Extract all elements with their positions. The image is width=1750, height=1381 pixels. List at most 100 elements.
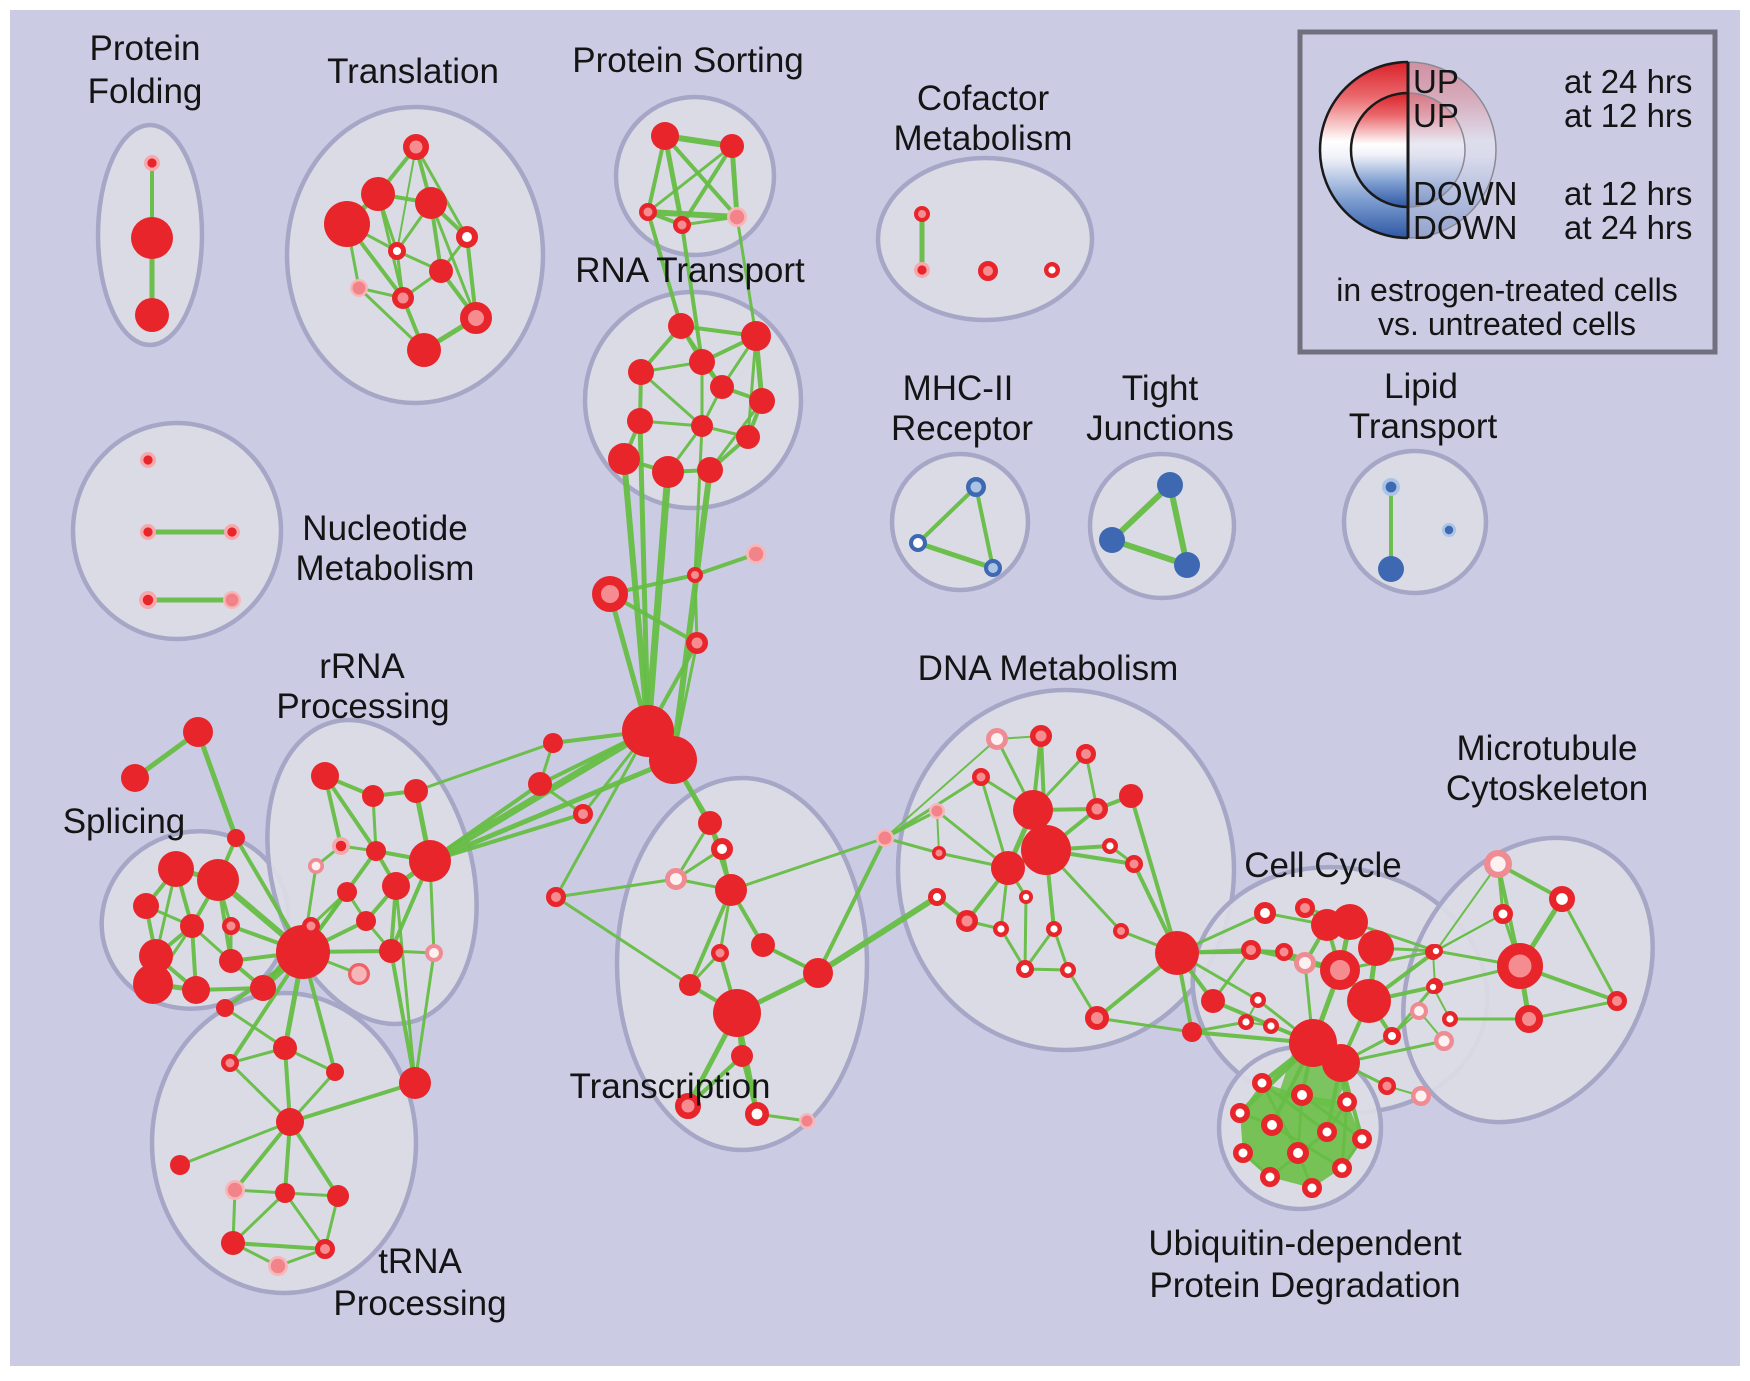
gene-node-rrna-2[interactable] <box>362 785 384 807</box>
gene-node-translation-3[interactable] <box>415 187 447 219</box>
gene-node-rrna-7[interactable] <box>409 840 451 882</box>
gene-node-sorting-4[interactable] <box>727 206 748 227</box>
gene-node-dna-21[interactable] <box>1155 931 1199 975</box>
gene-node-dna-3[interactable] <box>972 768 990 786</box>
gene-node-splicing-6[interactable] <box>219 949 243 973</box>
gene-node-translation-10[interactable] <box>407 333 441 367</box>
gene-node-dna-12[interactable] <box>1125 855 1143 873</box>
gene-node-splicing-5[interactable] <box>139 939 173 973</box>
gene-node-mhc-0[interactable] <box>966 477 986 497</box>
gene-node-rna-9[interactable] <box>608 443 640 475</box>
gene-node-trna-5[interactable] <box>276 1108 304 1136</box>
gene-node-core-8[interactable] <box>573 804 593 824</box>
gene-node-dna-18[interactable] <box>1015 959 1034 978</box>
gene-node-mt-7[interactable] <box>1607 991 1627 1011</box>
gene-node-dna-4[interactable] <box>929 803 945 819</box>
gene-node-core-11[interactable] <box>183 717 213 747</box>
gene-node-transcription-10[interactable] <box>731 1045 753 1067</box>
gene-node-core-9[interactable] <box>876 829 895 848</box>
gene-node-cc-20[interactable] <box>1378 1077 1396 1095</box>
gene-node-cc-18[interactable] <box>1410 1002 1429 1021</box>
gene-node-translation-7[interactable] <box>350 279 369 298</box>
gene-node-ubi-1[interactable] <box>1291 1084 1314 1107</box>
gene-node-translation-9[interactable] <box>460 302 492 334</box>
gene-node-splicing-7[interactable] <box>133 964 173 1004</box>
gene-node-transcription-3[interactable] <box>546 887 566 907</box>
gene-node-cc-21[interactable] <box>1411 1086 1431 1106</box>
gene-node-sorting-0[interactable] <box>651 122 679 150</box>
gene-node-rna-8[interactable] <box>736 425 760 449</box>
gene-node-transcription-8[interactable] <box>803 958 833 988</box>
gene-node-cc-22[interactable] <box>1201 989 1225 1013</box>
gene-node-cc-1[interactable] <box>1295 898 1315 918</box>
gene-node-trna-8[interactable] <box>275 1183 295 1203</box>
gene-node-mt-3[interactable] <box>1497 943 1543 989</box>
gene-node-folding-0[interactable] <box>143 154 160 171</box>
gene-node-cc-12[interactable] <box>1262 1018 1279 1035</box>
gene-node-translation-1[interactable] <box>324 201 370 247</box>
gene-node-dna-0[interactable] <box>985 727 1008 750</box>
gene-node-core-7[interactable] <box>528 772 552 796</box>
gene-node-cc-15[interactable] <box>1382 1026 1401 1045</box>
gene-node-dna-1[interactable] <box>1030 725 1052 747</box>
gene-node-trna-4[interactable] <box>399 1067 431 1099</box>
gene-node-rna-6[interactable] <box>627 408 653 434</box>
gene-node-transcription-11[interactable] <box>675 1093 701 1119</box>
gene-node-transcription-0[interactable] <box>698 811 722 835</box>
gene-node-core-2[interactable] <box>592 576 628 612</box>
gene-node-folding-1[interactable] <box>131 217 173 259</box>
gene-node-trna-6[interactable] <box>170 1155 190 1175</box>
gene-node-dna-13[interactable] <box>1018 889 1033 904</box>
gene-node-cofactor-0[interactable] <box>914 206 930 222</box>
gene-node-translation-0[interactable] <box>403 134 429 160</box>
gene-node-transcription-2[interactable] <box>664 867 687 890</box>
gene-node-cofactor-2[interactable] <box>978 261 998 281</box>
gene-node-mt-2[interactable] <box>1493 904 1513 924</box>
gene-node-dna-15[interactable] <box>993 921 1010 938</box>
gene-node-nucleotide-0[interactable] <box>139 451 156 468</box>
gene-node-trna-2[interactable] <box>221 1054 239 1072</box>
gene-node-trna-7[interactable] <box>224 1180 245 1201</box>
gene-node-rna-0[interactable] <box>668 313 694 339</box>
gene-node-rrna-10[interactable] <box>302 917 320 935</box>
gene-node-folding-2[interactable] <box>135 298 169 332</box>
gene-node-rna-10[interactable] <box>652 456 684 488</box>
gene-node-tight-2[interactable] <box>1174 552 1200 578</box>
gene-node-transcription-12[interactable] <box>744 1102 769 1127</box>
gene-node-rrna-1[interactable] <box>311 762 339 790</box>
gene-node-rna-7[interactable] <box>691 415 713 437</box>
gene-node-splicing-4[interactable] <box>222 917 240 935</box>
gene-node-translation-5[interactable] <box>388 242 407 261</box>
gene-node-nucleotide-2[interactable] <box>223 523 240 540</box>
gene-node-core-10[interactable] <box>927 887 946 906</box>
gene-node-rna-3[interactable] <box>689 349 715 375</box>
gene-node-mt-6[interactable] <box>1515 1005 1543 1033</box>
gene-node-lipid-2[interactable] <box>1442 523 1457 538</box>
gene-node-cc-7[interactable] <box>1293 951 1316 974</box>
gene-node-translation-6[interactable] <box>429 259 453 283</box>
gene-node-dna-22[interactable] <box>1182 1022 1202 1042</box>
gene-node-rna-2[interactable] <box>628 359 654 385</box>
gene-node-cc-19[interactable] <box>1434 1031 1454 1051</box>
gene-node-core-12[interactable] <box>121 764 149 792</box>
gene-node-mt-5[interactable] <box>1426 979 1441 994</box>
gene-node-trna-3[interactable] <box>326 1063 344 1081</box>
gene-node-translation-8[interactable] <box>392 287 414 309</box>
gene-node-cc-14[interactable] <box>1322 1044 1360 1082</box>
gene-node-core-1[interactable] <box>649 736 697 784</box>
gene-node-rrna-3[interactable] <box>404 779 428 803</box>
gene-node-dna-16[interactable] <box>1045 921 1062 938</box>
gene-node-ubi-5[interactable] <box>1317 1122 1337 1142</box>
gene-node-rrna-0[interactable] <box>276 925 330 979</box>
gene-node-splicing-9[interactable] <box>250 975 276 1001</box>
gene-node-rrna-5[interactable] <box>307 857 324 874</box>
gene-node-dna-11[interactable] <box>1101 838 1118 855</box>
gene-node-tight-0[interactable] <box>1157 472 1183 498</box>
gene-node-sorting-2[interactable] <box>639 203 657 221</box>
gene-node-ubi-10[interactable] <box>1260 1167 1280 1187</box>
gene-node-cc-9[interactable] <box>1347 979 1391 1023</box>
gene-node-mt-0[interactable] <box>1484 850 1513 879</box>
gene-node-dna-14[interactable] <box>956 910 978 932</box>
gene-node-rrna-8[interactable] <box>382 872 410 900</box>
gene-node-transcription-5[interactable] <box>751 933 775 957</box>
